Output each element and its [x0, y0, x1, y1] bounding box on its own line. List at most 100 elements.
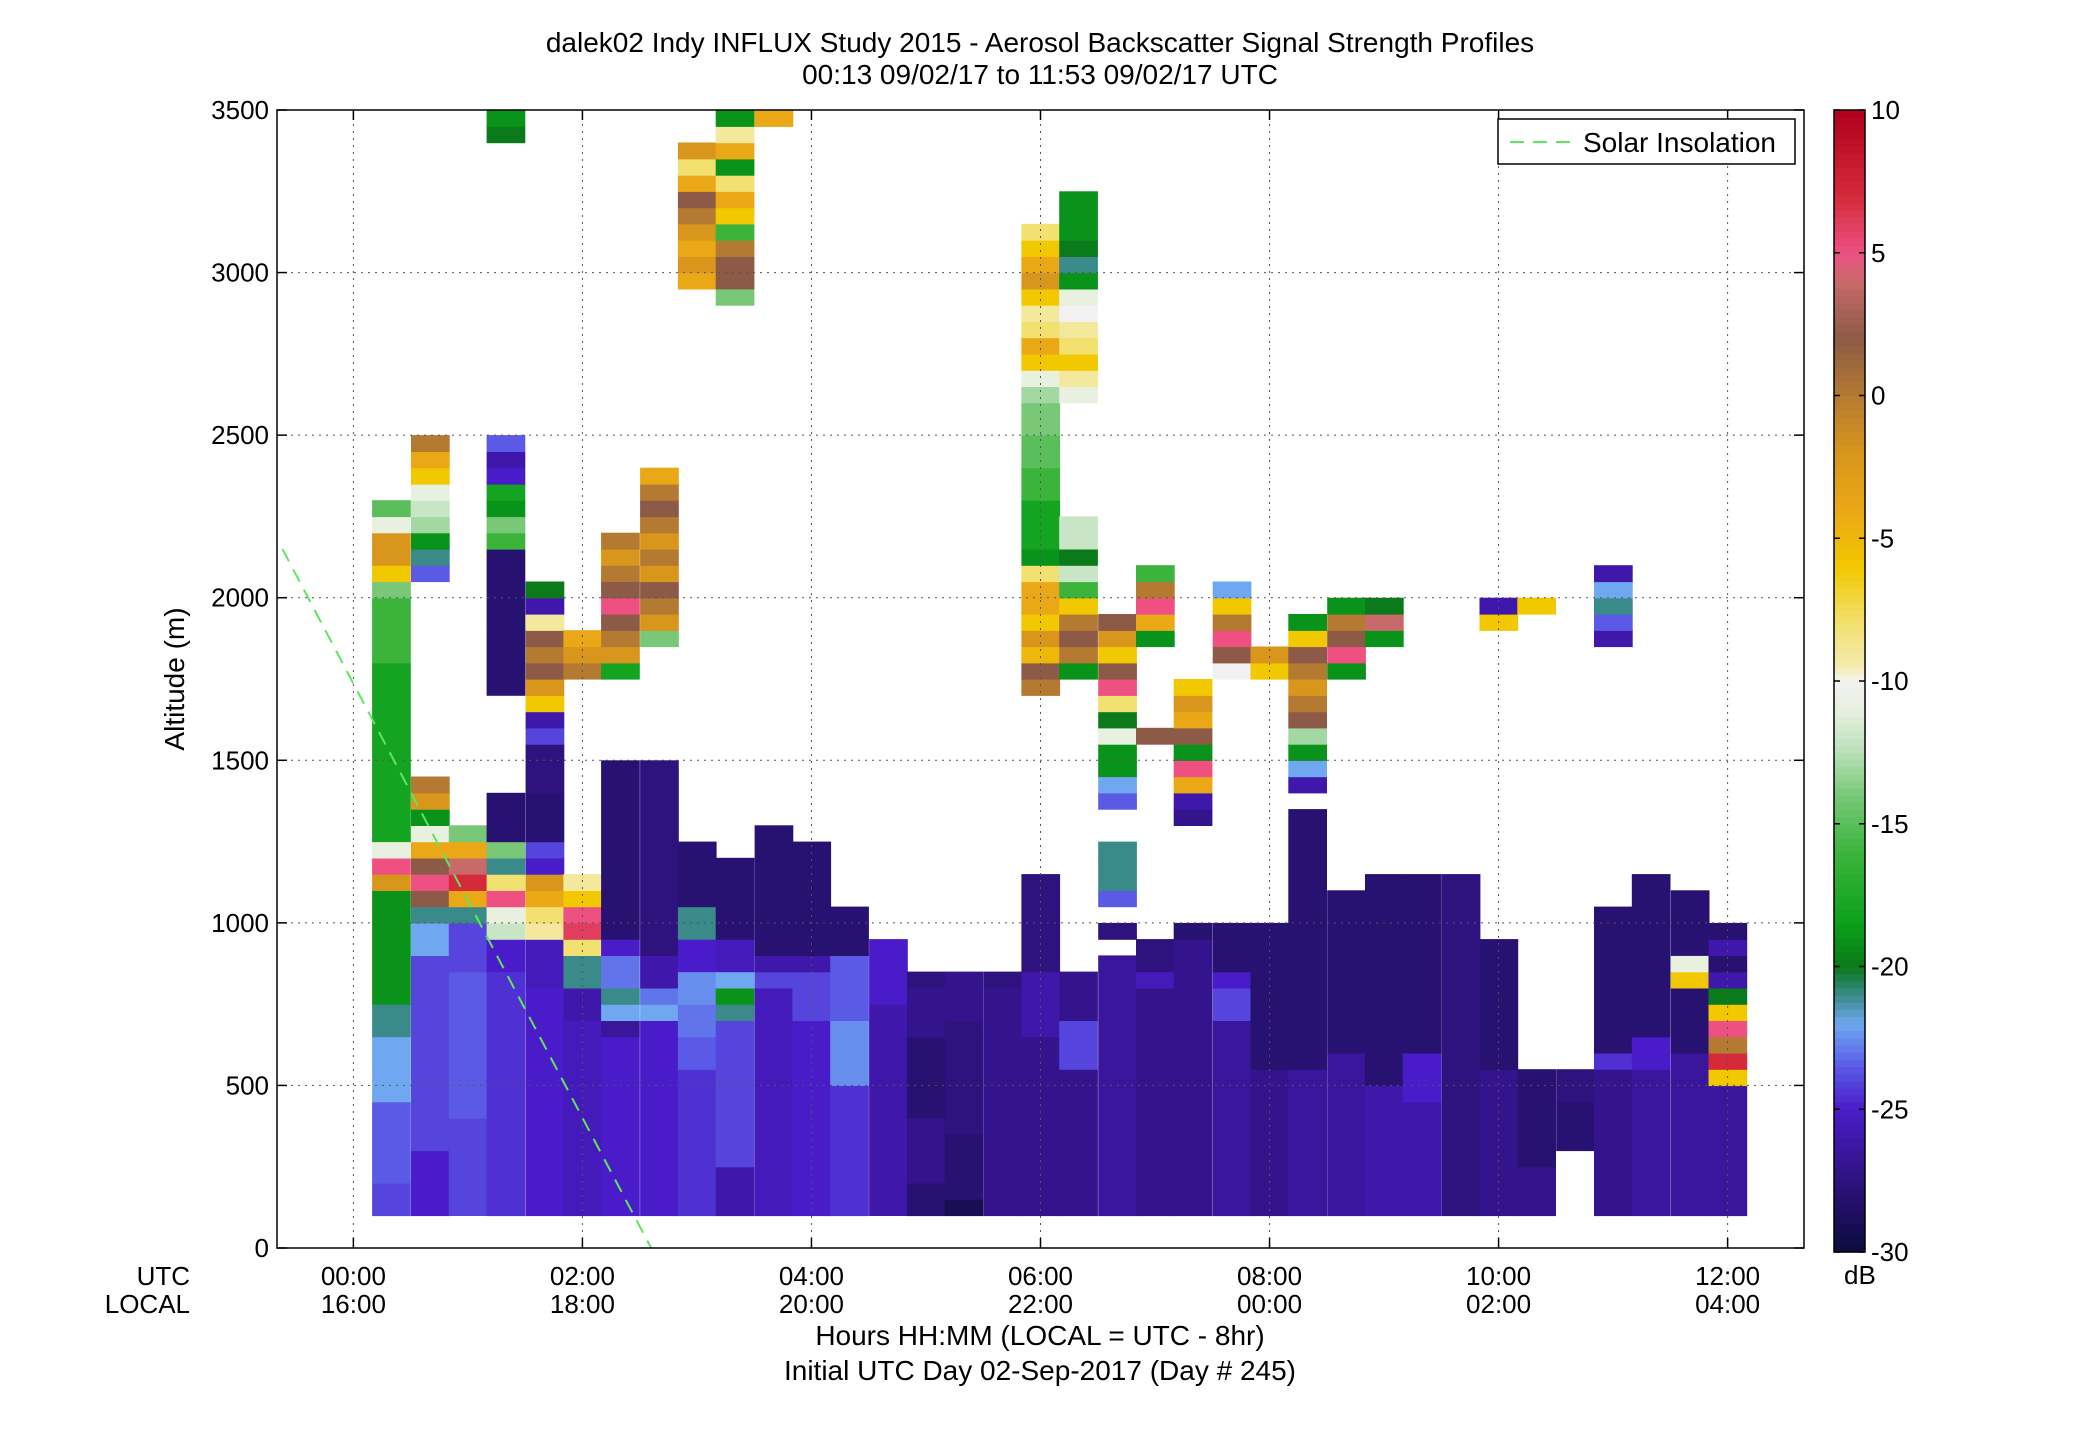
colorbar-segment — [1834, 973, 1865, 982]
y-tick-label: 1500 — [211, 745, 269, 775]
heatmap-cell — [1021, 321, 1061, 339]
heatmap-cell — [448, 874, 488, 891]
colorbar-segment — [1834, 823, 1865, 832]
colorbar-segment — [1834, 245, 1865, 254]
colorbar-segment — [1834, 381, 1865, 389]
heatmap-cell — [525, 890, 565, 908]
heatmap-cell — [601, 1020, 640, 1038]
heatmap-cell — [1173, 792, 1213, 810]
heatmap-cell — [448, 1117, 488, 1216]
colorbar-segment — [1834, 723, 1865, 732]
colorbar-segment — [1834, 730, 1865, 739]
heatmap-cell — [1098, 711, 1137, 729]
heatmap-cell — [448, 922, 488, 973]
heatmap-cell — [1594, 565, 1633, 583]
heatmap-cell — [1098, 792, 1137, 810]
colorbar-segment — [1834, 395, 1865, 404]
heatmap-cell — [1479, 1069, 1519, 1217]
colorbar-segment — [1834, 209, 1865, 218]
heatmap-cell — [1021, 646, 1061, 664]
colorbar-segment — [1834, 1187, 1865, 1196]
heatmap-cell — [677, 142, 717, 160]
heatmap-cell — [601, 1004, 640, 1021]
colorbar-segment — [1834, 359, 1865, 368]
heatmap-cell — [1021, 240, 1061, 257]
heatmap-cell — [715, 142, 755, 160]
heatmap-cell — [1021, 597, 1061, 615]
heatmap-cell — [1059, 353, 1098, 371]
colorbar-segment — [1834, 302, 1865, 311]
colorbar-segment — [1834, 866, 1865, 875]
heatmap-cell — [1288, 646, 1327, 664]
colorbar-segment — [1834, 181, 1865, 190]
heatmap-cell — [1670, 1052, 1710, 1217]
colorbar-segment — [1834, 873, 1865, 882]
heatmap-cell — [715, 288, 755, 306]
heatmap-cell — [1365, 1085, 1404, 1217]
colorbar-segment — [1834, 159, 1865, 168]
colorbar-segment — [1834, 788, 1865, 796]
colorbar-segment — [1834, 702, 1865, 711]
colorbar-segment — [1834, 252, 1865, 261]
heatmap-cell — [525, 662, 565, 680]
heatmap-cell — [1021, 548, 1061, 566]
y-axis-label: Altitude (m) — [159, 607, 190, 750]
colorbar-segment — [1834, 1023, 1865, 1032]
colorbar-segment — [1834, 402, 1865, 411]
heatmap-cell — [411, 809, 450, 826]
heatmap-cell — [448, 971, 488, 1119]
heatmap-cell — [486, 841, 526, 859]
heatmap-cell — [1327, 614, 1366, 631]
heatmap-cell — [715, 158, 755, 176]
heatmap-cell — [1098, 857, 1137, 891]
heatmap-cell — [677, 256, 717, 274]
heatmap-cell — [525, 987, 565, 1217]
heatmap-cell — [448, 841, 488, 859]
heatmap-cell — [411, 467, 450, 485]
heatmap-cell — [1288, 1069, 1327, 1217]
heatmap-cell — [1517, 1166, 1556, 1217]
colorbar-segment — [1834, 1009, 1865, 1018]
colorbar-tick-label: -15 — [1871, 809, 1909, 839]
heatmap-cell — [411, 435, 450, 452]
colorbar-segment — [1834, 366, 1865, 375]
heatmap-cell — [1059, 223, 1098, 241]
colorbar-segment — [1834, 666, 1865, 675]
colorbar-segment — [1834, 374, 1865, 382]
heatmap-cell — [792, 955, 832, 973]
heatmap-cell — [1670, 987, 1710, 1054]
heatmap-cell — [1327, 630, 1366, 648]
colorbar-segment — [1834, 916, 1865, 925]
x-tick-label-utc: 12:00 — [1695, 1261, 1760, 1291]
heatmap-cell — [1212, 1020, 1252, 1217]
heatmap-cell — [1059, 207, 1098, 225]
heatmap-cell — [1098, 727, 1137, 745]
colorbar-segment — [1834, 759, 1865, 768]
heatmap-cell — [1631, 874, 1671, 1038]
heatmap-cell — [1059, 337, 1098, 355]
heatmap-cell — [563, 922, 603, 940]
heatmap-cell — [1288, 809, 1327, 1005]
colorbar-segment — [1834, 459, 1865, 468]
heatmap-cell — [372, 1004, 411, 1038]
heatmap-cell — [1136, 597, 1175, 615]
heatmap-cell — [1173, 695, 1213, 713]
colorbar-segment — [1834, 952, 1865, 960]
heatmap-cell — [640, 516, 679, 534]
heatmap-cell — [525, 792, 565, 843]
heatmap-cell — [754, 971, 794, 989]
colorbar-segment — [1834, 452, 1865, 461]
colorbar-segment — [1834, 552, 1865, 561]
y-tick-label: 1000 — [211, 908, 269, 938]
colorbar-segment — [1834, 752, 1865, 761]
heatmap-cell — [372, 581, 411, 599]
heatmap-cell — [411, 516, 450, 534]
heatmap-cell — [1059, 272, 1098, 290]
heatmap-cell — [1098, 614, 1137, 631]
x-tick-label-local: 00:00 — [1237, 1289, 1302, 1319]
heatmap-cell — [1365, 614, 1404, 631]
heatmap-cell — [372, 565, 411, 583]
colorbar-tick-label: 10 — [1871, 95, 1900, 125]
heatmap-cell — [640, 467, 679, 485]
heatmap-cell — [1059, 370, 1098, 387]
